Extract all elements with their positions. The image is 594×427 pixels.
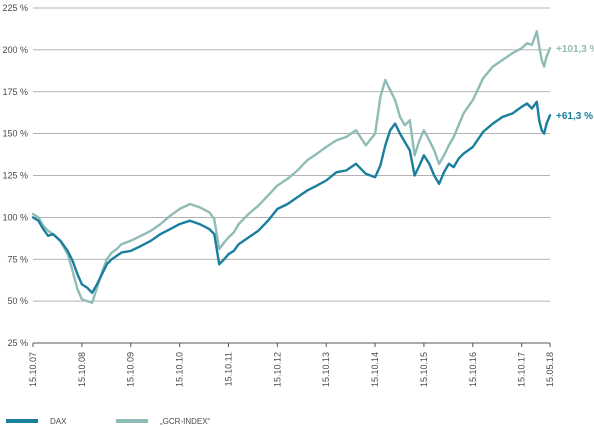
legend: DAX „GCR-INDEX“ xyxy=(6,417,211,426)
y-tick-label: 125 % xyxy=(2,171,28,181)
end-label-gcr-index: +101,3 % xyxy=(556,44,594,55)
legend-label-dax: DAX xyxy=(50,417,67,426)
y-tick-label: 150 % xyxy=(2,129,28,139)
x-tick-label: 15.10.16 xyxy=(468,352,478,387)
x-tick-label: 15.10.15 xyxy=(419,352,429,387)
x-tick-label: 15.10.08 xyxy=(77,352,87,387)
y-tick-label: 50 % xyxy=(7,296,28,306)
x-tick-label: 15.05.18 xyxy=(545,352,555,387)
x-tick-label: 15.10.13 xyxy=(321,352,331,387)
x-tick-label: 15.10.10 xyxy=(175,352,185,387)
y-tick-label: 225 % xyxy=(2,3,28,13)
x-tick-label: 15.10.09 xyxy=(126,352,136,387)
legend-swatch-gcr-index xyxy=(116,419,148,423)
end-label-dax: +61,3 % xyxy=(556,111,593,122)
x-tick-label: 15.10.12 xyxy=(272,352,282,387)
x-axis-tick-labels: 15.10.07 15.10.08 15.10.09 15.10.10 15.10.11… xyxy=(28,343,555,387)
legend-swatch-dax xyxy=(6,419,38,423)
legend-label-gcr-index: „GCR-INDEX“ xyxy=(160,417,211,426)
y-tick-label: 175 % xyxy=(2,87,28,97)
y-axis-tick-labels: 25 % 50 % 75 % 100 % 125 % 150 % 175 % 200 % 225… xyxy=(2,3,28,348)
x-tick-label: 15.10.07 xyxy=(28,352,38,387)
series-line-dax xyxy=(31,100,552,294)
x-tick-label: 15.10.17 xyxy=(517,352,527,387)
series-end-labels: +61,3 % +101,3 % xyxy=(556,44,594,122)
x-tick-label: 15.10.11 xyxy=(223,352,233,386)
y-tick-label: 25 % xyxy=(7,338,28,348)
grid-lines xyxy=(33,7,550,302)
series-lines xyxy=(31,30,552,304)
y-tick-label: 200 % xyxy=(2,45,28,55)
y-tick-label: 100 % xyxy=(2,212,28,222)
x-tick-label: 15.10.14 xyxy=(370,352,380,387)
y-tick-label: 75 % xyxy=(7,254,28,264)
